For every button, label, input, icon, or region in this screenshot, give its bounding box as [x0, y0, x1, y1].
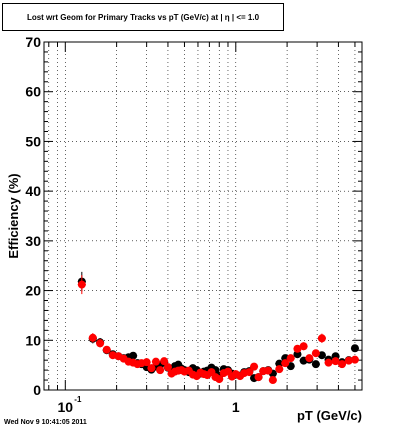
- data-point-red: [156, 366, 165, 375]
- footer-timestamp: Wed Nov 9 10:41:05 2011: [4, 419, 87, 426]
- x-tick-label: 10: [58, 399, 74, 415]
- data-point-red: [254, 373, 263, 382]
- data-point-red: [275, 365, 284, 374]
- data-point-red: [88, 333, 97, 342]
- y-tick-label: 40: [25, 183, 41, 199]
- data-point-black: [317, 351, 326, 360]
- data-point-red: [245, 368, 254, 377]
- data-point-red: [281, 359, 290, 368]
- data-point-black: [275, 359, 284, 368]
- axis-ticks: [44, 41, 362, 391]
- y-tick-label: 50: [25, 133, 41, 149]
- data-point-red: [350, 355, 359, 364]
- data-point-red: [311, 349, 320, 358]
- data-point-red: [151, 357, 160, 366]
- x-tick-exponent: -1: [74, 395, 82, 404]
- data-point-red: [77, 280, 86, 289]
- data-point-red: [324, 358, 333, 367]
- data-point-red: [305, 354, 314, 363]
- y-tick-label: 30: [25, 233, 41, 249]
- chart-title-text: Lost wrt Geom for Primary Tracks vs pT (…: [26, 12, 260, 22]
- data-point-red: [331, 357, 340, 366]
- data-point-red: [268, 376, 277, 385]
- data-point-red: [147, 364, 156, 373]
- data-point-red: [317, 334, 326, 343]
- data-point-red: [250, 362, 259, 371]
- data-point-red: [344, 356, 353, 365]
- data-point-red: [142, 358, 151, 367]
- data-point-red: [163, 363, 172, 372]
- data-point-red: [264, 366, 273, 375]
- y-tick-label: 70: [25, 34, 41, 50]
- data-point-red: [102, 345, 111, 354]
- y-tick-label: 10: [25, 332, 41, 348]
- y-axis-title: Efficiency (%): [6, 173, 21, 258]
- data-point-red: [293, 344, 302, 353]
- data-point-black: [311, 360, 320, 369]
- plot-frame: [43, 41, 363, 391]
- data-point-red: [338, 360, 347, 369]
- data-point-red: [215, 375, 224, 384]
- data-point-red: [286, 354, 295, 363]
- x-tick-label: 1: [232, 399, 240, 415]
- data-point-red: [96, 339, 105, 348]
- y-tick-label: 60: [25, 84, 41, 100]
- data-point-black: [350, 344, 359, 353]
- chart-title: Lost wrt Geom for Primary Tracks vs pT (…: [2, 3, 284, 31]
- x-axis-title: pT (GeV/c): [297, 408, 362, 423]
- data-point-red: [160, 357, 169, 366]
- data-point-red: [299, 342, 308, 351]
- data-point-black: [293, 350, 302, 359]
- y-tick-label: 0: [33, 382, 41, 398]
- data-point-black: [129, 351, 138, 360]
- data-points: [77, 271, 359, 385]
- y-tick-label: 20: [25, 283, 41, 299]
